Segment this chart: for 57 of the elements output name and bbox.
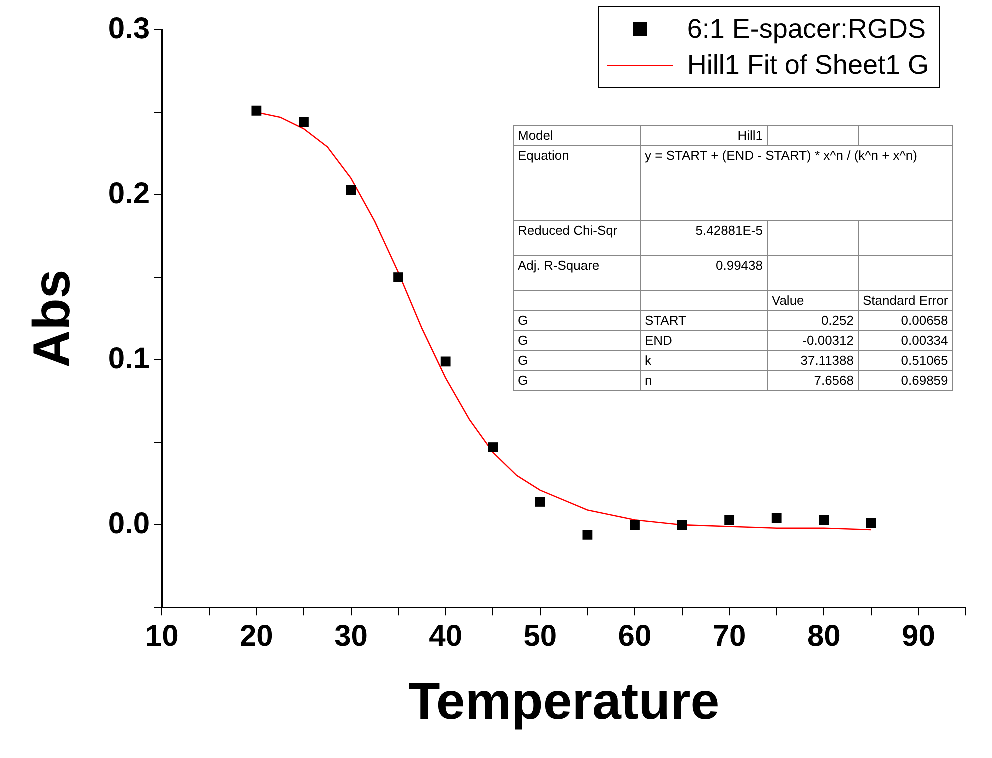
point: [535, 497, 546, 507]
y-axis-title: Abs: [24, 270, 82, 368]
x-tick-label: 50: [524, 620, 558, 653]
x-tick-label: 10: [145, 620, 179, 653]
point: [346, 185, 356, 196]
point: [677, 520, 688, 530]
legend-label: 6:1 E-spacer:RGDS: [687, 14, 926, 44]
annotation: -0.00312: [768, 330, 858, 350]
point: [866, 518, 876, 528]
annotation: k: [640, 350, 768, 370]
point: [440, 356, 451, 367]
point: [630, 520, 640, 530]
x-tick-label: 80: [807, 620, 841, 653]
y-tick-label: 0.3: [108, 12, 150, 46]
legend-label: Hill1 Fit of Sheet1 G: [687, 50, 929, 80]
annotation: 0.51065: [858, 350, 953, 370]
point: [724, 515, 735, 526]
annotation: n: [640, 370, 768, 390]
point: [252, 106, 262, 116]
annotation: G: [514, 370, 640, 390]
annotation: Reduced Chi-Sqr: [514, 220, 640, 256]
annotation: 0.99438: [640, 256, 768, 290]
annotation: Equation: [514, 146, 640, 220]
point: [582, 530, 593, 540]
annotation: Adj. R-Square: [514, 256, 640, 290]
annotation: Standard Error: [858, 290, 953, 310]
annotation: G: [514, 310, 640, 330]
annotation: 0.69859: [858, 370, 953, 390]
x-tick-label: 40: [429, 620, 463, 653]
x-tick-label: 30: [334, 620, 368, 653]
x-tick-label: 60: [618, 620, 652, 653]
annotation: 5.42881E-5: [640, 220, 768, 256]
annotation: y = START + (END - START) * x^n / (k^n + x^n): [640, 146, 953, 220]
annotation: 0.252: [768, 310, 858, 330]
annotation: END: [640, 330, 768, 350]
annotation: 7.6568: [768, 370, 858, 390]
annotation: Value: [768, 290, 858, 310]
y-tick-label: 0.1: [108, 342, 150, 376]
x-tick-label: 70: [712, 620, 746, 653]
annotation: Model: [514, 126, 640, 146]
annotation: 0.00334: [858, 330, 953, 350]
annotation: G: [514, 330, 640, 350]
annotation: G: [514, 350, 640, 370]
x-tick-label: 20: [240, 620, 274, 653]
point: [772, 514, 782, 524]
point: [394, 272, 404, 282]
annotation: START: [640, 310, 768, 330]
annotation: Hill1: [640, 126, 768, 146]
annotation: 37.11388: [768, 350, 858, 370]
y-tick-label: 0.0: [108, 507, 150, 540]
point: [488, 442, 498, 452]
annotation: 0.00658: [858, 310, 953, 330]
x-tick-label: 90: [902, 620, 936, 653]
point: [299, 117, 309, 128]
point: [819, 515, 830, 526]
x-axis-title: Temperature: [408, 673, 720, 732]
y-tick-label: 0.2: [108, 177, 150, 210]
